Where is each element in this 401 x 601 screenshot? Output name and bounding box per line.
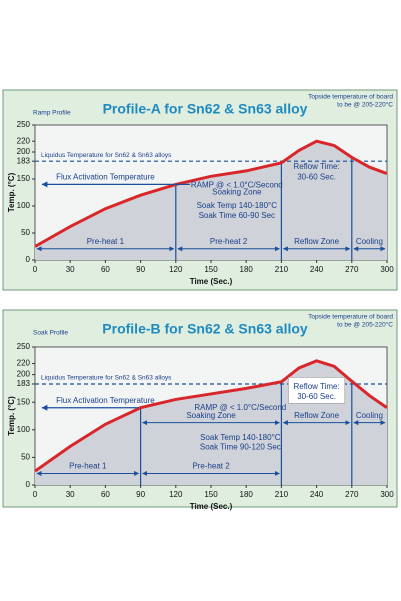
x-tick-label: 90: [136, 490, 145, 499]
y-axis-label: Temp. (°C): [7, 396, 16, 436]
chart-title: Profile-A for Sn62 & Sn63 alloy: [103, 101, 308, 117]
annotation: RAMP @ < 1.0°C/Second: [191, 181, 283, 190]
x-tick-label: 60: [101, 265, 110, 274]
phase-label: Pre-heat 1: [87, 237, 125, 246]
x-tick-label: 270: [345, 490, 359, 499]
chart-title: Profile-B for Sn62 & Sn63 alloy: [102, 321, 308, 337]
annotation: Reflow Time:: [293, 382, 339, 391]
annotation: Soak Temp 140-180°C: [200, 433, 281, 442]
phase-label: Pre-heat 2: [192, 462, 230, 471]
corner-label: Ramp Profile: [33, 110, 71, 117]
y-tick-label: 183: [17, 379, 31, 388]
x-tick-label: 300: [380, 265, 394, 274]
annotation: Soak Temp 140-180°C: [197, 201, 278, 210]
y-tick-label: 0: [26, 255, 31, 264]
x-tick-label: 60: [101, 490, 110, 499]
x-tick-label: 180: [240, 490, 254, 499]
phase-label: Pre-heat 2: [210, 237, 248, 246]
phase-label: Cooling: [356, 237, 383, 246]
reflow-box: [288, 377, 346, 404]
y-tick-label: 100: [17, 201, 31, 210]
x-tick-label: 270: [345, 265, 359, 274]
y-tick-label: 200: [17, 147, 31, 156]
x-tick-label: 30: [66, 265, 75, 274]
phase-label: Soaking Zone: [186, 411, 236, 420]
annotation: Soak Time 90-120 Sec: [200, 443, 281, 452]
x-tick-label: 210: [275, 490, 289, 499]
y-tick-label: 183: [17, 156, 31, 165]
phase-label: Reflow Zone: [294, 411, 339, 420]
annotation: Flux Activation Temperature: [56, 172, 155, 181]
x-tick-label: 30: [66, 490, 75, 499]
x-tick-label: 240: [310, 490, 324, 499]
note: to be @ 205-220°C: [337, 101, 393, 109]
x-tick-label: 180: [240, 265, 254, 274]
x-tick-label: 120: [169, 490, 183, 499]
note: to be @ 205-220°C: [337, 321, 393, 329]
x-tick-label: 120: [169, 265, 183, 274]
curve: [34, 139, 388, 248]
x-axis-label: Time (Sec.): [190, 502, 233, 511]
x-tick-label: 240: [310, 265, 324, 274]
y-tick-label: 50: [21, 228, 30, 237]
annotation: Soaking Zone: [212, 188, 262, 197]
x-tick-label: 0: [33, 490, 38, 499]
annotation: Flux Activation Temperature: [56, 396, 155, 405]
y-tick-label: 150: [17, 397, 31, 406]
annotation: RAMP @ < 1.0°C/Second: [194, 403, 286, 412]
annotation: 30-60 Sec.: [297, 172, 336, 181]
area: [35, 141, 387, 260]
y-tick-label: 150: [17, 174, 31, 183]
annotation: 30-60 Sec.: [297, 392, 336, 401]
y-tick-label: 250: [17, 342, 31, 351]
x-tick-label: 210: [275, 265, 289, 274]
x-axis-label: Time (Sec.): [190, 277, 233, 286]
y-tick-label: 50: [21, 453, 30, 462]
curve: [34, 359, 388, 473]
y-tick-label: 250: [17, 120, 31, 129]
phase-label: Pre-heat 1: [69, 462, 107, 471]
corner-label: Soak Profile: [33, 330, 68, 337]
phase-label: Reflow Zone: [294, 237, 339, 246]
note: Topside temperature of board: [308, 94, 393, 101]
note: Topside temperature of board: [308, 314, 393, 321]
x-tick-label: 150: [204, 490, 218, 499]
y-tick-label: 100: [17, 425, 31, 434]
x-tick-label: 150: [204, 265, 218, 274]
y-tick-label: 0: [26, 480, 31, 489]
y-axis-label: Temp. (°C): [7, 172, 16, 212]
liquidus-label: Liquidus Temperature for Sn62 & Sn63 all…: [41, 375, 172, 382]
x-tick-label: 90: [136, 265, 145, 274]
annotation: Reflow Time:: [293, 162, 339, 171]
y-tick-label: 200: [17, 370, 31, 379]
phase-label: Cooling: [356, 411, 383, 420]
y-tick-label: 220: [17, 359, 31, 368]
y-tick-label: 220: [17, 136, 31, 145]
x-tick-label: 300: [380, 490, 394, 499]
x-tick-label: 0: [33, 265, 38, 274]
liquidus-label: Liquidus Temperature for Sn62 & Sn63 all…: [41, 152, 172, 159]
annotation: Soak Time 60-90 Sec: [199, 211, 275, 220]
